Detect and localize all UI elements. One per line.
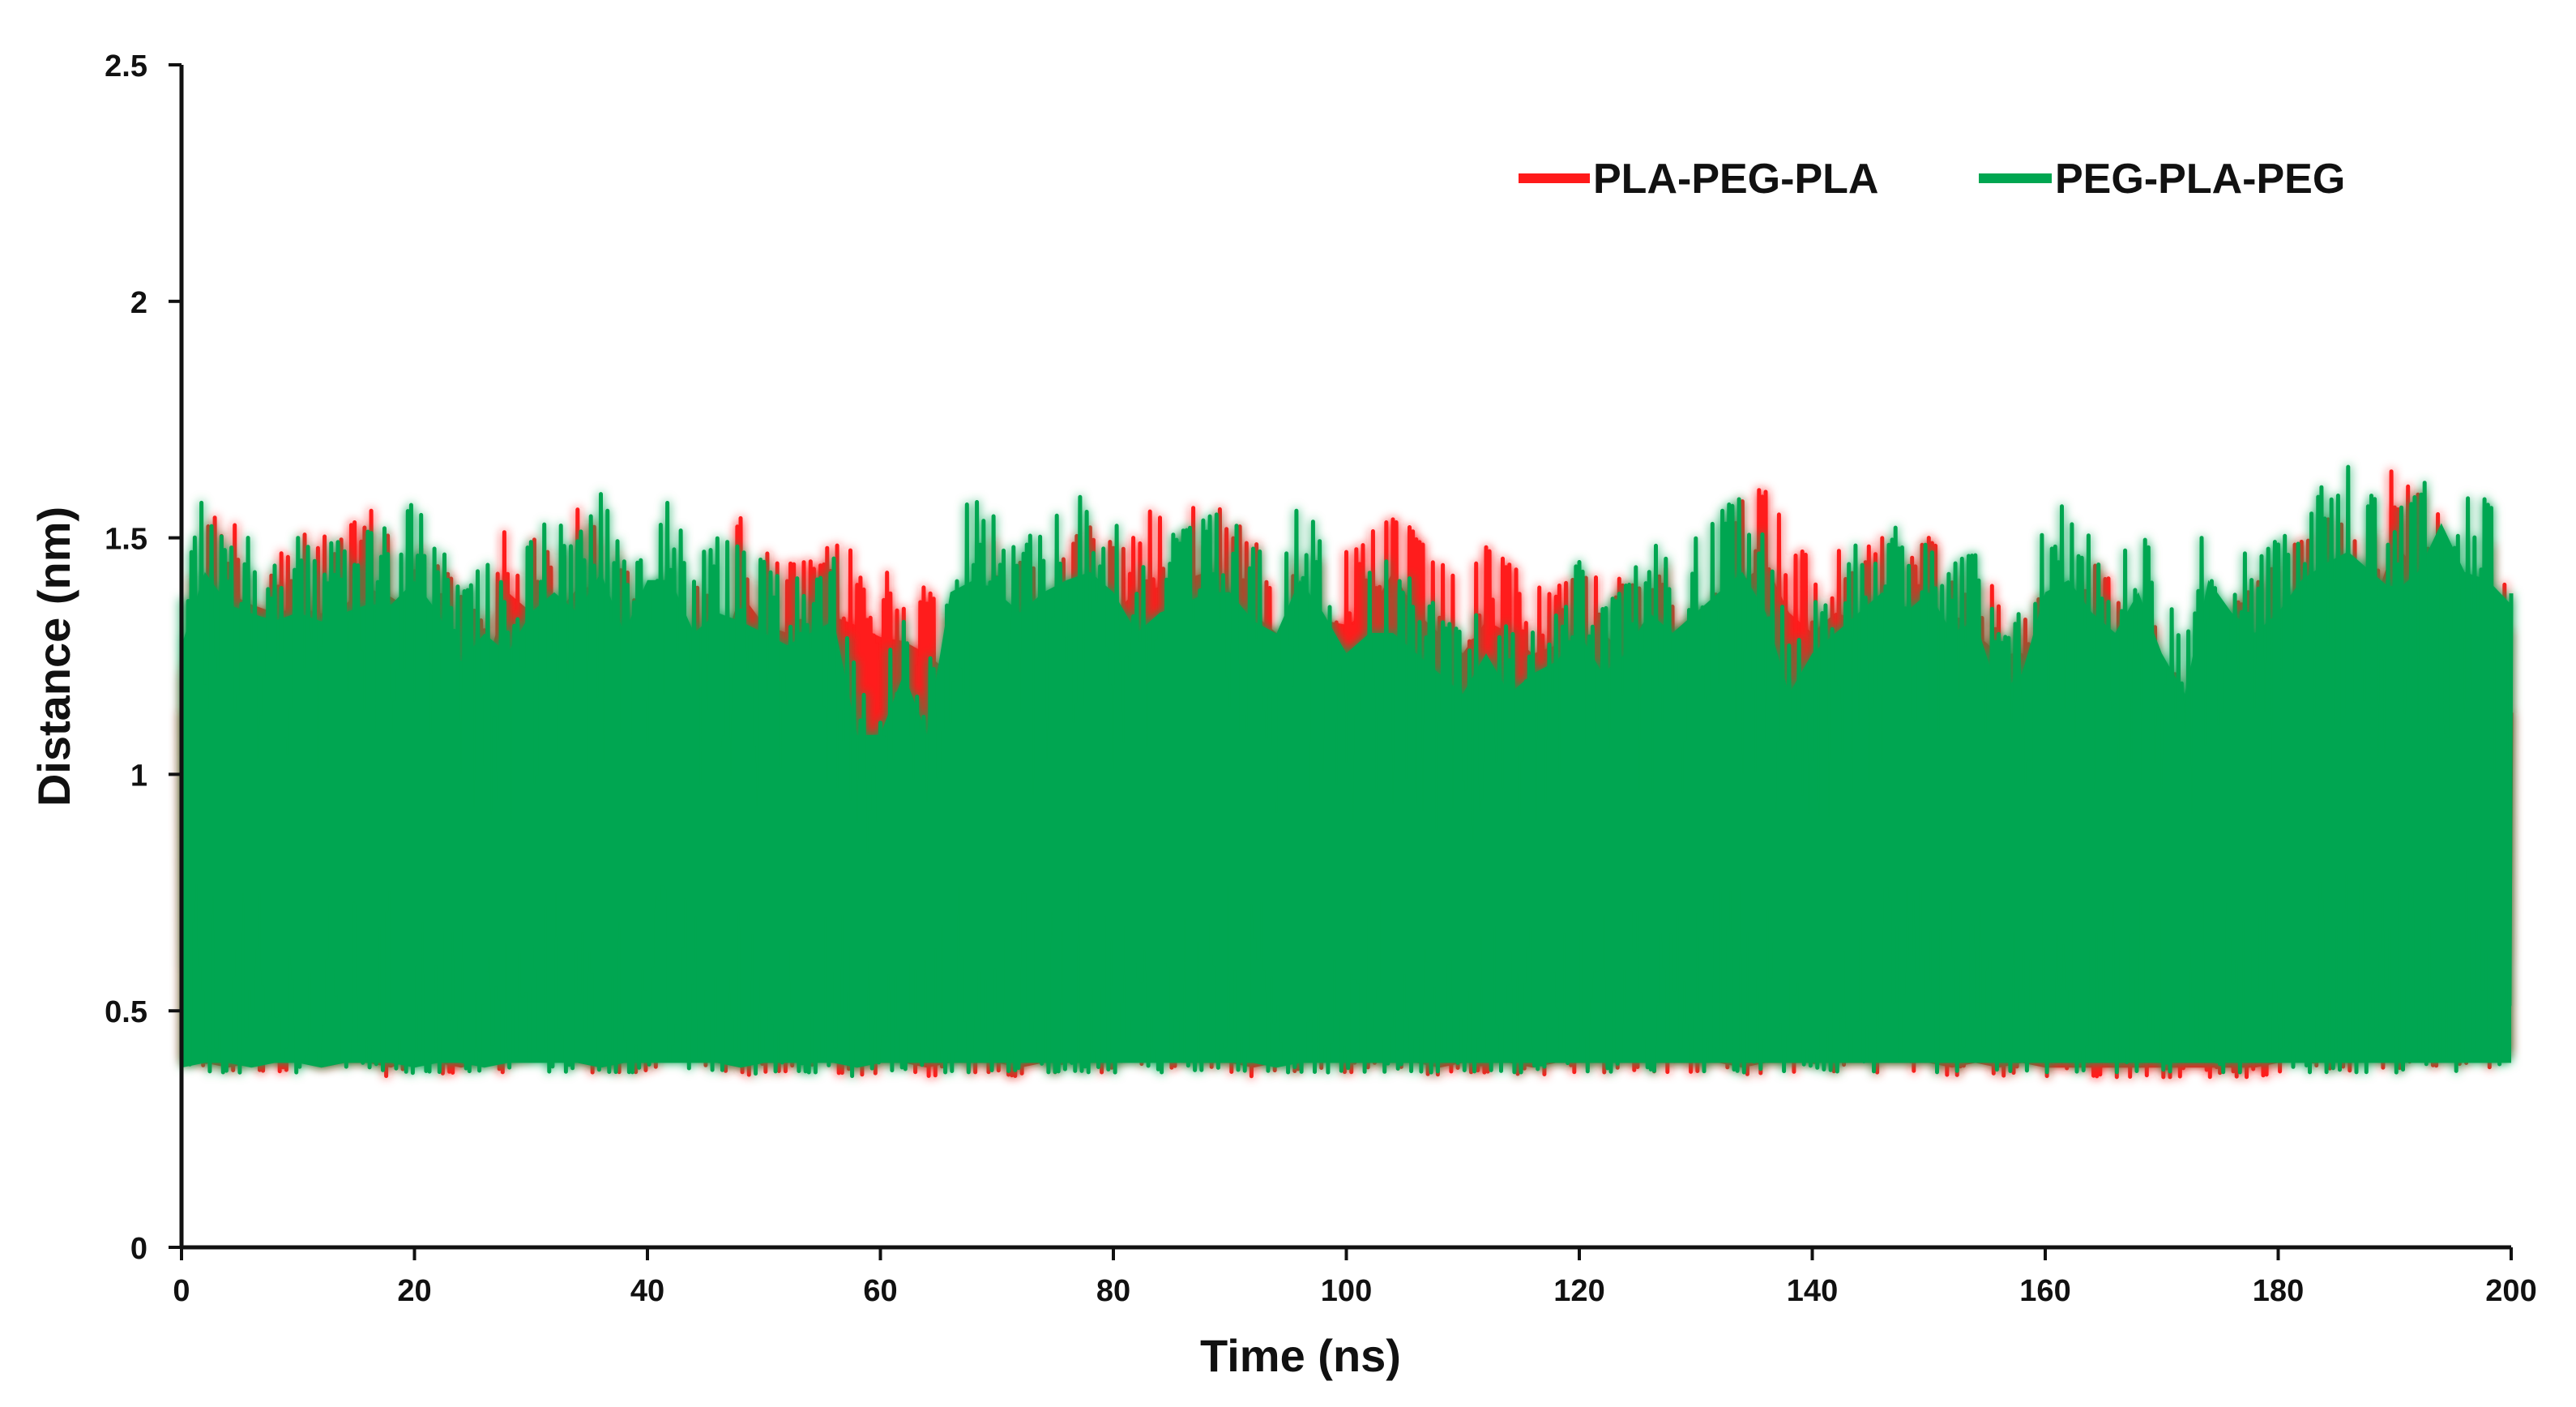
y-axis-title: Distance (nm) — [28, 507, 79, 806]
y-tick-label: 1.5 — [105, 523, 147, 557]
x-tick-label: 120 — [1553, 1274, 1604, 1308]
x-tick-label: 60 — [863, 1274, 897, 1308]
y-tick-label: 0 — [130, 1232, 147, 1266]
series-layer — [179, 464, 2514, 1080]
x-axis-title: Time (ns) — [1200, 1330, 1401, 1381]
y-tick-label: 0.5 — [105, 995, 147, 1029]
series-line — [179, 464, 2514, 1079]
y-tick-label: 1 — [130, 759, 147, 793]
x-tick-label: 80 — [1096, 1274, 1130, 1308]
x-tick-label: 100 — [1321, 1274, 1372, 1308]
x-tick-label: 20 — [397, 1274, 431, 1308]
y-tick-label: 2 — [130, 286, 147, 320]
x-tick-label: 140 — [1787, 1274, 1838, 1308]
x-tick-label: 200 — [2485, 1274, 2536, 1308]
series-peg-pla-peg — [179, 464, 2514, 1079]
x-tick-label: 40 — [630, 1274, 664, 1308]
legend-label-peg-pla-peg: PEG-PLA-PEG — [2055, 156, 2345, 203]
y-ticks: 0 0.5 1 1.5 2 2.5 — [105, 49, 182, 1266]
legend: PLA-PEG-PLA PEG-PLA-PEG — [1519, 156, 2345, 203]
x-ticks: 0 20 40 60 80 100 120 140 160 180 200 — [173, 1247, 2537, 1308]
x-tick-label: 160 — [2019, 1274, 2070, 1308]
x-tick-label: 180 — [2253, 1274, 2304, 1308]
y-tick-label: 2.5 — [105, 49, 147, 83]
x-tick-label: 0 — [173, 1274, 190, 1308]
legend-label-pla-peg-pla: PLA-PEG-PLA — [1593, 156, 1878, 203]
